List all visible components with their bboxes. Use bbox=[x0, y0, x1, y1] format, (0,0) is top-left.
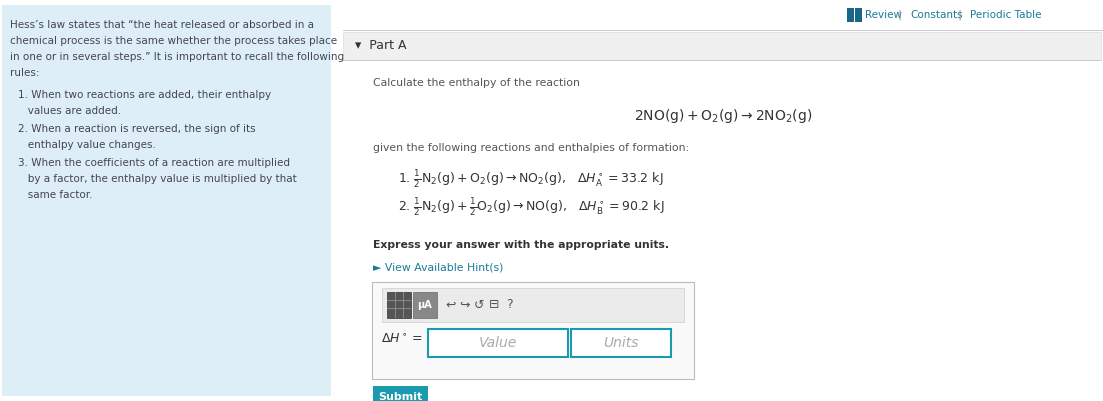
Text: Value: Value bbox=[479, 336, 517, 350]
Text: Constants: Constants bbox=[910, 10, 963, 20]
Bar bbox=[413, 292, 437, 318]
Text: ?: ? bbox=[505, 298, 512, 312]
Bar bbox=[343, 32, 1101, 60]
Text: in one or in several steps.” It is important to recall the following: in one or in several steps.” It is impor… bbox=[10, 52, 344, 62]
Text: 2. $\frac{1}{2}\mathrm{N}_2(\mathrm{g}) + \frac{1}{2}\mathrm{O}_2(\mathrm{g})\ri: 2. $\frac{1}{2}\mathrm{N}_2(\mathrm{g}) … bbox=[398, 196, 665, 218]
Text: 1. $\frac{1}{2}\mathrm{N}_2(\mathrm{g}) + \mathrm{O}_2(\mathrm{g})\rightarrow\ma: 1. $\frac{1}{2}\mathrm{N}_2(\mathrm{g}) … bbox=[398, 168, 664, 190]
Text: by a factor, the enthalpy value is multiplied by that: by a factor, the enthalpy value is multi… bbox=[18, 174, 297, 184]
Bar bbox=[387, 308, 411, 309]
Text: $\Delta H^\circ =$: $\Delta H^\circ =$ bbox=[381, 332, 422, 346]
Text: μA: μA bbox=[418, 300, 432, 310]
Text: Units: Units bbox=[603, 336, 639, 350]
Text: Periodic Table: Periodic Table bbox=[970, 10, 1041, 20]
Text: 3. When the coefficients of a reaction are multiplied: 3. When the coefficients of a reaction a… bbox=[18, 158, 290, 168]
FancyBboxPatch shape bbox=[382, 288, 684, 322]
Bar bbox=[2, 5, 331, 396]
Text: same factor.: same factor. bbox=[18, 190, 93, 200]
Text: enthalpy value changes.: enthalpy value changes. bbox=[18, 140, 156, 150]
Bar bbox=[847, 8, 854, 22]
Text: ► View Available Hint(s): ► View Available Hint(s) bbox=[373, 262, 503, 272]
Text: $2\mathrm{NO}(\mathrm{g}) + \mathrm{O}_2(\mathrm{g}) \rightarrow 2\mathrm{NO}_2(: $2\mathrm{NO}(\mathrm{g}) + \mathrm{O}_2… bbox=[634, 107, 812, 125]
Text: Review: Review bbox=[865, 10, 902, 20]
Text: ↪: ↪ bbox=[460, 298, 470, 312]
Text: |: | bbox=[895, 10, 906, 20]
Text: ↩: ↩ bbox=[446, 298, 457, 312]
Text: given the following reactions and enthalpies of formation:: given the following reactions and enthal… bbox=[373, 143, 689, 153]
Bar bbox=[387, 300, 411, 301]
Bar bbox=[343, 60, 1101, 61]
Bar bbox=[855, 8, 863, 22]
Bar bbox=[571, 329, 671, 357]
Text: chemical process is the same whether the process takes place: chemical process is the same whether the… bbox=[10, 36, 338, 46]
Bar bbox=[373, 386, 428, 401]
Bar bbox=[387, 292, 411, 318]
Text: values are added.: values are added. bbox=[18, 106, 121, 116]
Text: ↺: ↺ bbox=[474, 298, 484, 312]
Text: ▾  Part A: ▾ Part A bbox=[355, 39, 407, 52]
Text: 1. When two reactions are added, their enthalpy: 1. When two reactions are added, their e… bbox=[18, 90, 271, 100]
Text: 2. When a reaction is reversed, the sign of its: 2. When a reaction is reversed, the sign… bbox=[18, 124, 256, 134]
Bar bbox=[428, 329, 568, 357]
FancyBboxPatch shape bbox=[372, 282, 694, 379]
Text: |: | bbox=[955, 10, 965, 20]
Bar bbox=[343, 30, 1103, 31]
Text: Calculate the enthalpy of the reaction: Calculate the enthalpy of the reaction bbox=[373, 78, 580, 88]
Text: Express your answer with the appropriate units.: Express your answer with the appropriate… bbox=[373, 240, 670, 250]
Text: rules:: rules: bbox=[10, 68, 40, 78]
Text: Hess’s law states that “the heat released or absorbed in a: Hess’s law states that “the heat release… bbox=[10, 20, 314, 30]
Text: ⊟: ⊟ bbox=[489, 298, 500, 312]
Text: Submit: Submit bbox=[378, 392, 422, 401]
